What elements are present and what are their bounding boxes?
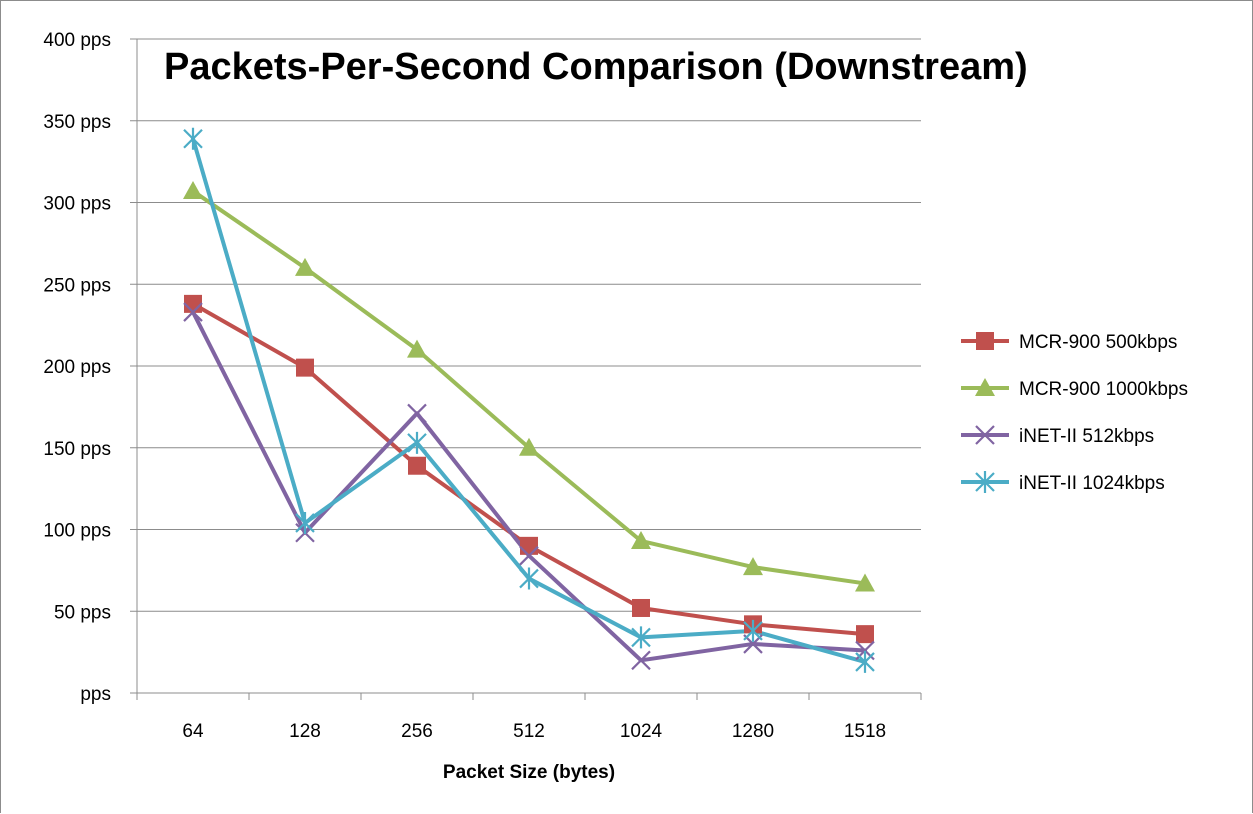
data-point-inet-ii-1024kbps — [295, 511, 315, 534]
series-line-mcr-900-1000kbps — [191, 189, 867, 586]
legend-label-inet-ii-1024kbps: iNET-II 1024kbps — [1019, 473, 1165, 494]
x-tick-label: 64 — [182, 721, 204, 742]
data-point-mcr-900-1000kbps — [183, 181, 203, 200]
x-tick-label: 1280 — [732, 721, 774, 742]
axes: pps 50 pps 100 pps 150 pps 200 pps 250 pps 300… — [43, 30, 922, 742]
legend-marker-inet-ii-1024kbps — [975, 471, 995, 493]
data-point-inet-ii-1024kbps — [855, 650, 875, 673]
data-point-mcr-900-1000kbps — [855, 573, 875, 592]
data-point-inet-ii-1024kbps — [183, 127, 203, 150]
data-point-inet-ii-512kbps — [631, 650, 651, 671]
legend-marker-mcr-900-500kbps — [976, 332, 994, 350]
y-tick-label: 250 pps — [43, 275, 111, 296]
legend-marker-inet-ii-512kbps — [975, 425, 995, 445]
y-tick-label: 400 pps — [43, 30, 111, 51]
data-point-inet-ii-1024kbps — [519, 567, 539, 590]
data-point-mcr-900-500kbps — [296, 358, 314, 377]
data-point-inet-ii-512kbps — [407, 403, 427, 424]
series-markers — [183, 127, 875, 673]
data-point-mcr-900-500kbps — [632, 598, 650, 617]
x-tick-label: 1024 — [620, 721, 663, 742]
data-point-inet-ii-512kbps — [519, 545, 539, 566]
data-point-mcr-900-1000kbps — [295, 257, 315, 276]
x-tick-label: 1518 — [844, 721, 886, 742]
x-axis-title: Packet Size (bytes) — [443, 762, 615, 783]
data-point-mcr-900-1000kbps — [519, 437, 539, 456]
x-tick-label: 512 — [513, 721, 545, 742]
y-tick-label: 350 pps — [43, 112, 111, 133]
chart-title: Packets-Per-Second Comparison (Downstrea… — [164, 46, 1028, 88]
data-point-inet-ii-512kbps — [183, 302, 203, 322]
data-point-mcr-900-500kbps — [520, 536, 538, 555]
legend-label-mcr-900-500kbps: MCR-900 500kbps — [1019, 332, 1177, 353]
legend: MCR-900 500kbps MCR-900 1000kbps iNET-II 5… — [961, 332, 1188, 494]
data-point-mcr-900-1000kbps — [407, 339, 427, 358]
y-tick-label: 100 pps — [43, 521, 111, 542]
y-tick-label: 200 pps — [43, 357, 111, 378]
data-point-inet-ii-1024kbps — [743, 619, 763, 642]
data-point-mcr-900-1000kbps — [743, 557, 763, 576]
x-tick-label: 256 — [401, 721, 433, 742]
legend-label-inet-ii-512kbps: iNET-II 512kbps — [1019, 426, 1154, 447]
data-point-mcr-900-500kbps — [184, 294, 202, 313]
data-point-mcr-900-500kbps — [408, 456, 426, 475]
x-tick-label: 128 — [289, 721, 321, 742]
data-point-inet-ii-1024kbps — [407, 431, 427, 454]
data-point-inet-ii-1024kbps — [631, 626, 651, 649]
data-point-mcr-900-1000kbps — [631, 530, 651, 549]
y-tick-label: 50 pps — [54, 602, 111, 623]
y-tick-label: 300 pps — [43, 194, 111, 215]
y-tick-label: 150 pps — [43, 439, 111, 460]
y-tick-label: pps — [80, 684, 111, 705]
data-point-mcr-900-500kbps — [856, 625, 874, 644]
legend-marker-mcr-900-1000kbps — [975, 378, 995, 396]
gridlines — [137, 38, 921, 612]
legend-label-mcr-900-1000kbps: MCR-900 1000kbps — [1019, 379, 1188, 400]
